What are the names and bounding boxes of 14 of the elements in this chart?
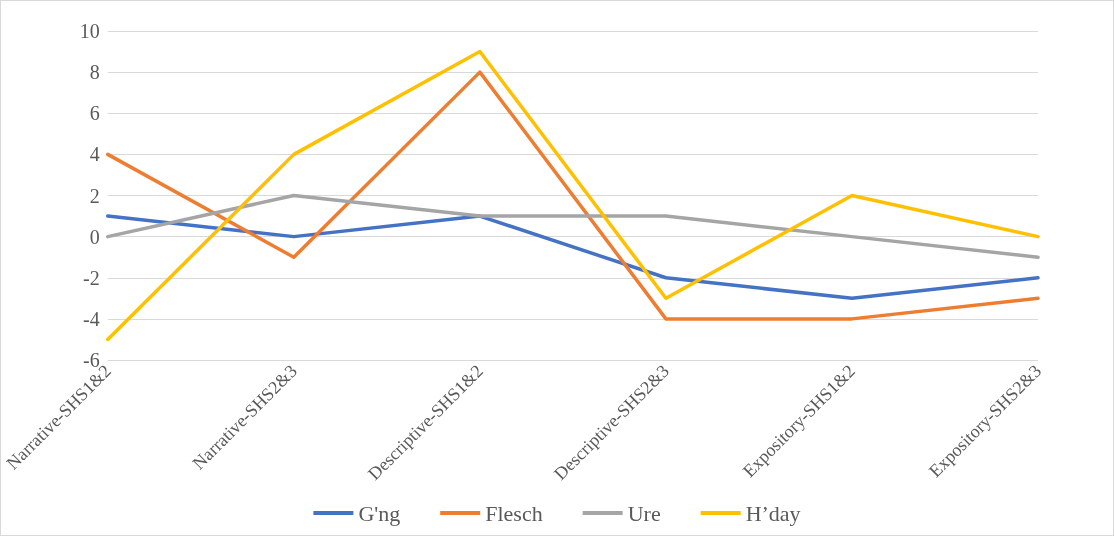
- line-series: [106, 193, 1040, 259]
- legend-label: Flesch: [485, 500, 543, 526]
- legend-label: Ure: [627, 500, 661, 526]
- y-tick-label: -4: [83, 307, 100, 330]
- y-tick-label: 2: [89, 184, 100, 207]
- legend-label: G'ng: [358, 500, 401, 526]
- y-tick-label: 4: [89, 143, 100, 166]
- line-series: [106, 214, 1040, 301]
- legend-label: H’day: [745, 500, 801, 526]
- y-tick-label: 10: [79, 20, 100, 42]
- y-tick-label: 8: [89, 61, 100, 84]
- y-tick-label: 6: [89, 102, 100, 125]
- y-tick-label: -2: [83, 266, 100, 289]
- y-tick-label: 0: [89, 225, 100, 248]
